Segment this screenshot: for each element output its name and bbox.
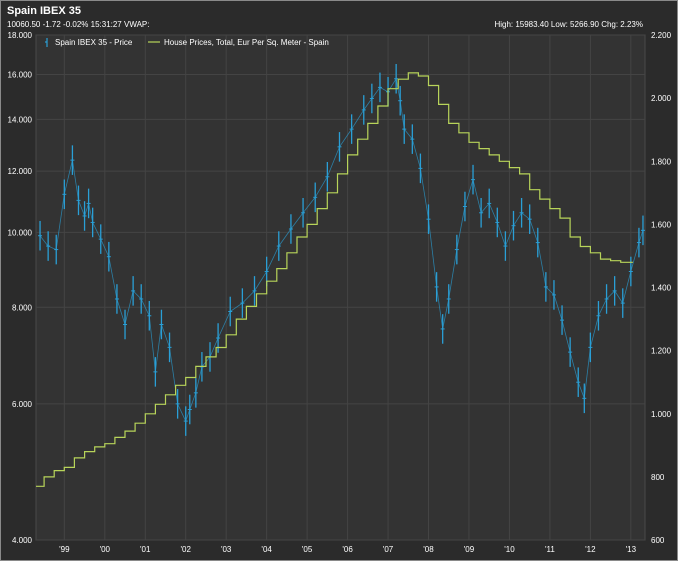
x-tick-label: '08 — [423, 545, 434, 554]
left-tick-label: 10.000 — [8, 228, 33, 237]
house-price-line — [36, 72, 633, 487]
right-tick-label: 1.000 — [651, 410, 672, 419]
right-tick-label: 1.600 — [651, 220, 672, 229]
left-tick-label: 14.000 — [8, 115, 33, 124]
x-tick-label: '12 — [585, 545, 596, 554]
x-tick-label: '03 — [221, 545, 232, 554]
left-tick-label: 8.000 — [12, 303, 33, 312]
x-axis-ticks: '99 '00 '01 '02 '03 '04 '05 '06 '07 '08 '09 '10 '11 '… — [59, 545, 636, 554]
legend-house-label: House Prices, Total, Eur Per Sq. Meter -… — [164, 38, 329, 47]
x-tick-label: '09 — [464, 545, 475, 554]
left-tick-label: 18.000 — [8, 31, 33, 40]
left-tick-label: 12.000 — [8, 167, 33, 176]
price-series — [38, 63, 645, 436]
right-tick-label: 1.400 — [651, 284, 672, 293]
x-tick-label: '06 — [342, 545, 353, 554]
legend: Spain IBEX 35 - Price House Prices, Tota… — [45, 38, 329, 47]
right-tick-label: 1.800 — [651, 157, 672, 166]
x-tick-label: '01 — [140, 545, 151, 554]
right-tick-label: 2.200 — [651, 31, 672, 40]
left-axis-ticks: 4.000 6.000 8.000 10.000 12.000 14.000 16.000 1… — [8, 31, 33, 545]
right-tick-label: 800 — [651, 473, 665, 482]
stats-line: High: 15983.40 Low: 5266.90 Chg: 2.23% — [494, 20, 643, 29]
x-tick-label: '05 — [302, 545, 313, 554]
left-tick-label: 4.000 — [12, 536, 33, 545]
legend-price-label: Spain IBEX 35 - Price — [55, 38, 133, 47]
right-tick-label: 600 — [651, 536, 665, 545]
y-gridlines — [36, 34, 645, 541]
right-tick-label: 1.200 — [651, 347, 672, 356]
right-tick-label: 2.000 — [651, 94, 672, 103]
right-axis-ticks: 600 800 1.000 1.200 1.400 1.600 1.800 2.000 2.20… — [651, 31, 672, 545]
house-price-series — [36, 72, 633, 487]
x-tick-label: '07 — [383, 545, 394, 554]
chart-title: Spain IBEX 35 — [7, 5, 81, 17]
x-tick-label: '02 — [181, 545, 192, 554]
x-tick-label: '10 — [504, 545, 515, 554]
x-tick-label: '11 — [545, 545, 555, 554]
left-tick-label: 16.000 — [8, 71, 33, 80]
price-trend-line — [39, 77, 644, 423]
x-tick-label: '13 — [626, 545, 637, 554]
quote-line: 10060.50 -1.72 -0.02% 15:31:27 VWAP: — [7, 20, 150, 29]
x-tick-label: '04 — [261, 545, 272, 554]
x-tick-label: '00 — [100, 545, 111, 554]
left-tick-label: 6.000 — [12, 400, 33, 409]
x-tick-label: '99 — [59, 545, 70, 554]
